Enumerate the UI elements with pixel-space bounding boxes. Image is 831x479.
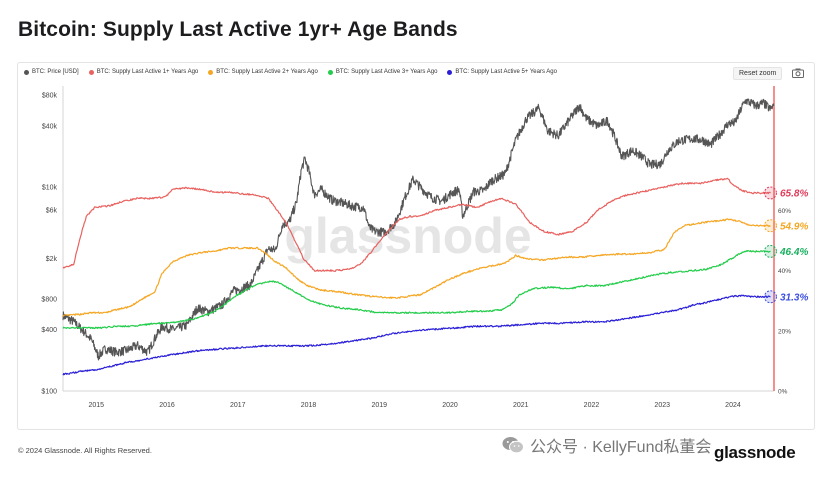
series-end-label: 54.9% bbox=[780, 221, 808, 232]
legend-item-3y[interactable]: BTC: Supply Last Active 3+ Years Ago bbox=[327, 69, 438, 75]
series-line-3y bbox=[62, 249, 771, 330]
legend-marker-price bbox=[24, 69, 29, 75]
legend-item-1y[interactable]: BTC: Supply Last Active 1+ Years Ago bbox=[88, 69, 199, 75]
page-title: Bitcoin: Supply Last Active 1yr+ Age Ban… bbox=[18, 18, 458, 41]
x-tick-label: 2016 bbox=[159, 402, 175, 409]
chart-legend: BTC: Price [USD] BTC: Supply Last Active… bbox=[24, 69, 557, 75]
series-line-2y bbox=[62, 218, 771, 317]
glassnode-logo: glassnode bbox=[714, 443, 796, 462]
wechat-watermark: 公众号 · KellyFund私董会 bbox=[502, 432, 711, 458]
legend-item-2y[interactable]: BTC: Supply Last Active 2+ Years Ago bbox=[208, 69, 318, 75]
series-line-price bbox=[62, 98, 775, 361]
y-left-tick-label: $2k bbox=[46, 256, 58, 263]
legend-marker-1y bbox=[88, 69, 94, 75]
legend-item-price[interactable]: BTC: Price [USD] bbox=[24, 69, 79, 75]
wechat-watermark-text: 公众号 · KellyFund私董会 bbox=[530, 439, 712, 456]
wechat-icon bbox=[502, 437, 524, 454]
x-tick-label: 2018 bbox=[301, 402, 317, 409]
y-right-tick-label: 60% bbox=[778, 208, 791, 215]
legend-marker-5y bbox=[447, 69, 453, 75]
legend-label-1y: BTC: Supply Last Active 1+ Years Ago bbox=[96, 69, 199, 75]
x-tick-label: 2022 bbox=[584, 402, 600, 409]
legend-marker-2y bbox=[208, 69, 214, 75]
x-tick-label: 2024 bbox=[725, 402, 741, 409]
legend-label-price: BTC: Price [USD] bbox=[32, 69, 79, 75]
series-end-label: 46.4% bbox=[779, 247, 808, 258]
legend-item-5y[interactable]: BTC: Supply Last Active 5+ Years Ago bbox=[447, 69, 557, 75]
y-left-tick-label: $800 bbox=[41, 296, 57, 303]
camera-icon[interactable] bbox=[792, 68, 804, 78]
y-right-tick-label: 40% bbox=[778, 268, 791, 275]
series-line-1y bbox=[62, 177, 771, 272]
reset-zoom-button[interactable]: Reset zoom bbox=[733, 67, 783, 80]
x-tick-label: 2020 bbox=[442, 402, 458, 409]
y-right-tick-label: 20% bbox=[778, 328, 791, 335]
series-end-marker bbox=[763, 186, 777, 200]
legend-label-5y: BTC: Supply Last Active 5+ Years Ago bbox=[455, 69, 557, 75]
y-right-tick-label: 0% bbox=[778, 389, 788, 396]
y-left-tick-label: $100 bbox=[41, 389, 57, 396]
series-end-marker bbox=[763, 290, 777, 304]
chart-panel: BTC: Price [USD] BTC: Supply Last Active… bbox=[17, 62, 815, 430]
series-end-marker bbox=[763, 244, 777, 258]
series-end-label: 65.8% bbox=[780, 188, 808, 199]
x-tick-label: 2023 bbox=[654, 402, 670, 409]
legend-label-2y: BTC: Supply Last Active 2+ Years Ago bbox=[216, 69, 318, 75]
y-left-tick-label: $10k bbox=[42, 185, 58, 192]
copyright-footer: © 2024 Glassnode. All Rights Reserved. bbox=[18, 446, 152, 455]
series-end-marker bbox=[763, 219, 777, 233]
series-line-5y bbox=[62, 294, 771, 376]
x-tick-label: 2015 bbox=[88, 402, 104, 409]
series-end-label: 31.3% bbox=[780, 292, 808, 303]
x-tick-label: 2017 bbox=[230, 402, 246, 409]
x-tick-label: 2021 bbox=[513, 402, 529, 409]
legend-label-3y: BTC: Supply Last Active 3+ Years Ago bbox=[335, 69, 438, 75]
chart-plot: glassnode $80k $40k $10k $6k $2k $800 $400 $100 6… bbox=[41, 86, 808, 409]
y-left-tick-label: $400 bbox=[41, 327, 57, 334]
background-watermark: glassnode bbox=[284, 208, 531, 264]
y-left-tick-label: $80k bbox=[42, 93, 58, 100]
x-tick-label: 2019 bbox=[371, 402, 387, 409]
legend-marker-3y bbox=[327, 69, 333, 75]
y-left-tick-label: $40k bbox=[42, 123, 58, 130]
y-left-tick-label: $6k bbox=[46, 207, 58, 214]
